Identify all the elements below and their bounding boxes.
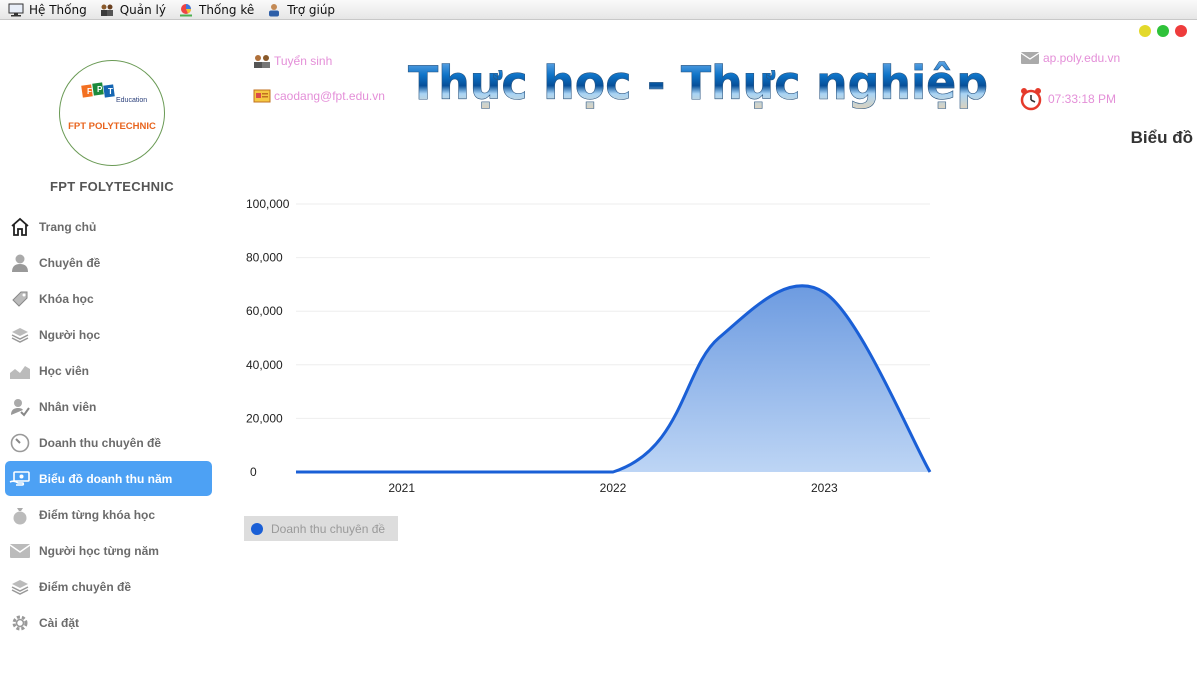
- home-icon: [9, 216, 31, 238]
- sidebar-item-bieu-do-doanh-thu-nam[interactable]: Biểu đồ doanh thu năm: [5, 461, 212, 496]
- menu-he-thong[interactable]: Hệ Thống: [0, 0, 91, 19]
- menu-label: Trợ giúp: [287, 2, 336, 17]
- clock-label: 07:33:18 PM: [1048, 92, 1117, 106]
- y-tick-label: 20,000: [246, 411, 283, 425]
- money-hand-icon: [9, 468, 31, 490]
- logo-sub: Education: [116, 97, 147, 104]
- email-label: caodang@fpt.edu.vn: [274, 89, 385, 103]
- admissions-link[interactable]: Tuyển sinh: [253, 53, 332, 69]
- sidebar-nav: Trang chủ Chuyên đề Khóa học Người học H…: [5, 209, 212, 641]
- sidebar-item-nhan-vien[interactable]: Nhân viên: [5, 389, 212, 424]
- sidebar-item-doanh-thu-chuyen-de[interactable]: Doanh thu chuyên đề: [5, 425, 212, 460]
- people-icon: [254, 55, 270, 68]
- sidebar-item-diem-tung-khoa-hoc[interactable]: Điểm từng khóa học: [5, 497, 212, 532]
- gauge-icon: [9, 432, 31, 454]
- x-tick-label: 2022: [600, 481, 627, 495]
- svg-text:P: P: [97, 85, 103, 94]
- alarm-clock-icon: [1020, 88, 1042, 111]
- sidebar-item-hoc-vien[interactable]: Học viên: [5, 353, 212, 388]
- bag-icon: [9, 504, 31, 526]
- sidebar-item-nguoi-hoc[interactable]: Người học: [5, 317, 212, 352]
- monitor-icon: [8, 3, 24, 16]
- chart-legend[interactable]: Doanh thu chuyên đề: [244, 516, 398, 541]
- clock: 07:33:18 PM: [1020, 87, 1116, 111]
- address-card-icon: [253, 89, 271, 103]
- sidebar-item-label: Doanh thu chuyên đề: [39, 435, 162, 450]
- sidebar-item-label: Người học: [39, 327, 101, 342]
- website-label: ap.poly.edu.vn: [1043, 51, 1121, 65]
- logo-text: FPT POLYTECHNIC: [68, 121, 156, 132]
- minimize-button[interactable]: [1139, 25, 1151, 37]
- sidebar-item-label: Người học từng năm: [39, 543, 159, 558]
- sidebar-item-label: Trang chủ: [39, 219, 97, 234]
- sidebar: F P T Education FPT POLYTECHNIC FPT FOLY…: [0, 20, 218, 697]
- mail-icon: [9, 540, 31, 562]
- x-tick-label: 2021: [388, 481, 415, 495]
- menu-thong-ke[interactable]: Thống kê: [170, 0, 258, 19]
- trend-icon: [9, 360, 31, 382]
- chart-icon: [180, 3, 192, 16]
- help-user-icon: [269, 3, 280, 16]
- slogan-banner: Thực học - Thực nghiệp: [408, 56, 989, 111]
- sidebar-item-chuyen-de[interactable]: Chuyên đề: [5, 245, 212, 280]
- y-tick-label: 60,000: [246, 304, 283, 318]
- y-tick-label: 80,000: [246, 251, 283, 265]
- menu-label: Hệ Thống: [29, 2, 87, 17]
- brand-name: FPT FOLYTECHNIC: [50, 179, 174, 194]
- user-check-icon: [9, 396, 31, 418]
- svg-text:T: T: [108, 87, 113, 96]
- fpt-logo: F P T Education FPT POLYTECHNIC: [59, 60, 165, 166]
- stack-icon: [9, 324, 31, 346]
- admissions-label: Tuyển sinh: [274, 54, 333, 68]
- menu-bar: Hệ Thống Quản lý Thống kê Trợ giúp: [0, 0, 1197, 20]
- sidebar-item-label: Học viên: [39, 363, 90, 378]
- tag-icon: [9, 288, 31, 310]
- sidebar-item-label: Biểu đồ doanh thu năm: [39, 471, 173, 486]
- close-button[interactable]: [1175, 25, 1187, 37]
- sidebar-item-cai-dat[interactable]: Cài đặt: [5, 605, 212, 640]
- menu-tro-giup[interactable]: Trợ giúp: [258, 0, 339, 19]
- user-icon: [9, 252, 31, 274]
- maximize-button[interactable]: [1157, 25, 1169, 37]
- page-title: Biểu đồ: [1130, 128, 1193, 147]
- window-controls: [1139, 25, 1187, 37]
- sidebar-item-label: Cài đặt: [39, 615, 80, 630]
- menu-label: Quản lý: [119, 2, 166, 17]
- series-line: [295, 284, 932, 474]
- email-link[interactable]: caodang@fpt.edu.vn: [253, 88, 385, 104]
- sidebar-item-label: Nhân viên: [39, 399, 97, 414]
- sidebar-item-trang-chu[interactable]: Trang chủ: [5, 209, 212, 244]
- y-tick-label: 100,000: [246, 197, 290, 211]
- slogan-text: Thực học - Thực nghiệp: [408, 56, 988, 110]
- menu-quan-ly[interactable]: Quản lý: [91, 0, 170, 19]
- sidebar-item-khoa-hoc[interactable]: Khóa học: [5, 281, 212, 316]
- sidebar-item-diem-chuyen-de[interactable]: Điểm chuyên đề: [5, 569, 212, 604]
- layers-icon: [9, 576, 31, 598]
- sidebar-item-nguoi-hoc-tung-nam[interactable]: Người học từng năm: [5, 533, 212, 568]
- series-area: [296, 285, 930, 472]
- sidebar-item-label: Chuyên đề: [39, 255, 101, 270]
- legend-label: Doanh thu chuyên đề: [271, 521, 386, 536]
- sidebar-item-label: Khóa học: [39, 291, 94, 306]
- sidebar-item-label: Điểm từng khóa học: [39, 507, 156, 522]
- sidebar-item-label: Điểm chuyên đề: [39, 579, 132, 594]
- legend-dot: [251, 522, 263, 535]
- x-tick-label: 2023: [811, 481, 838, 495]
- y-tick-label: 0: [250, 465, 257, 479]
- website-link[interactable]: ap.poly.edu.vn: [1020, 50, 1120, 66]
- revenue-area-chart: 0 20,000 40,000 60,000 80,000 100,000 2021 2022…: [246, 197, 932, 495]
- menu-label: Thống kê: [199, 2, 255, 17]
- people-icon: [100, 4, 113, 16]
- y-tick-label: 40,000: [246, 358, 283, 372]
- gear-icon: [9, 612, 31, 634]
- mail-icon: [1020, 52, 1040, 64]
- svg-text:F: F: [87, 87, 92, 96]
